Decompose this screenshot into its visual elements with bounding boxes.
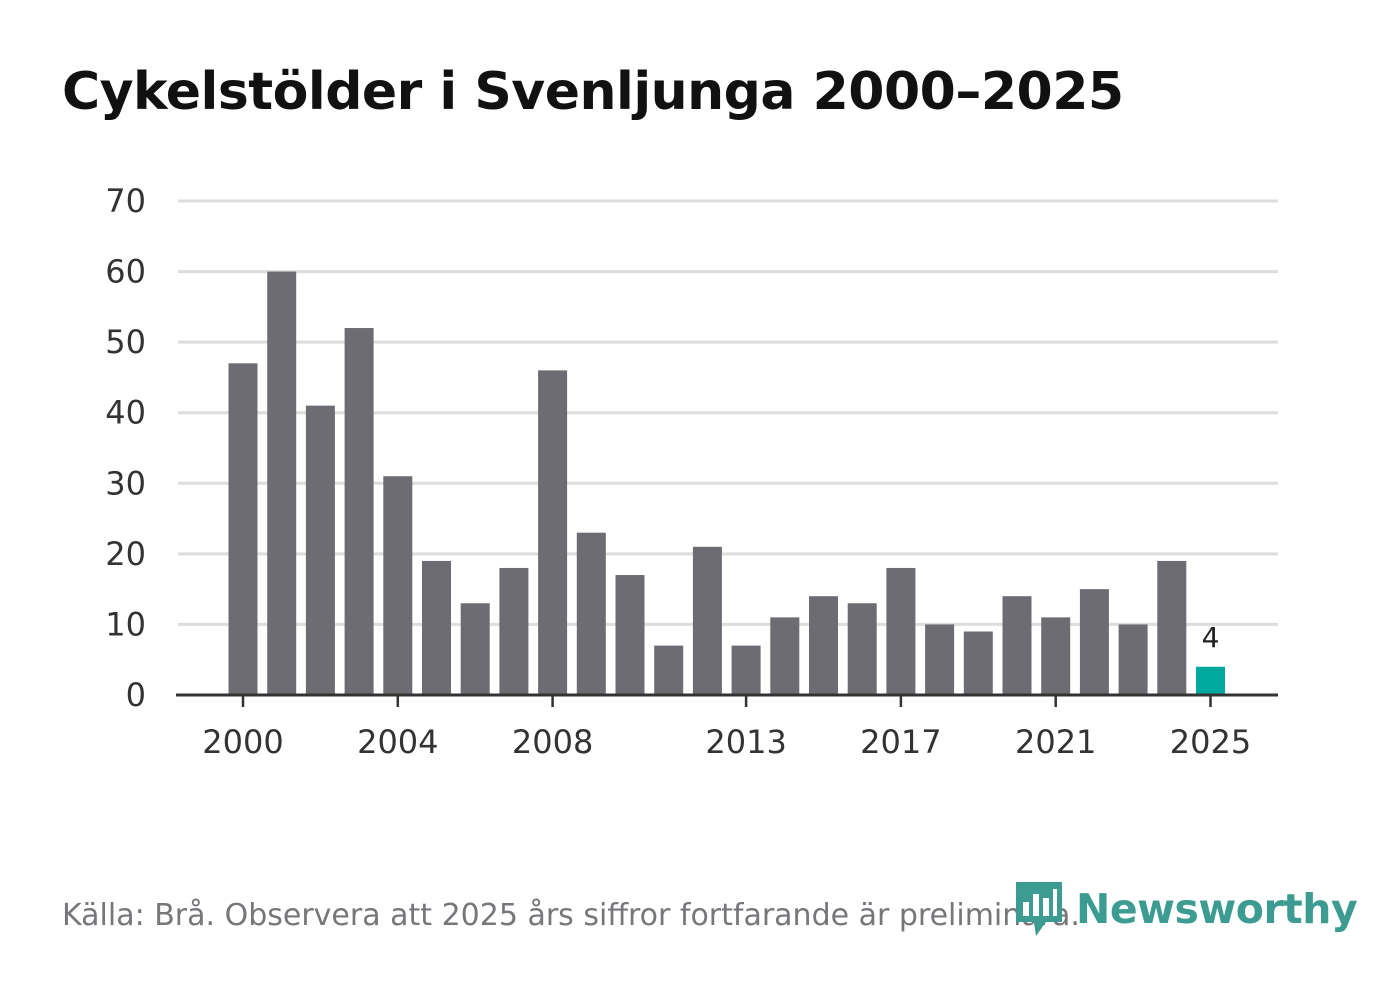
y-tick-label: 70 (105, 182, 146, 220)
y-tick-label: 40 (105, 394, 146, 432)
y-tick-label: 20 (105, 535, 146, 573)
bar-2023 (1118, 624, 1148, 695)
bar-2012 (692, 546, 722, 695)
source-note: Källa: Brå. Observera att 2025 års siffr… (62, 898, 1080, 933)
bar-2022 (1079, 589, 1109, 695)
bar-2010 (615, 575, 645, 695)
bar-2017 (886, 567, 916, 695)
bar-chart: 0 10 20 30 40 50 60 70 2000 2004 2008 2013 2017 2021… (105, 182, 1278, 761)
y-tick-label: 30 (105, 464, 146, 502)
brand-logo[interactable]: Newsworthy (1012, 878, 1358, 940)
bar-2008 (538, 370, 568, 695)
bar-2000 (228, 363, 258, 695)
x-tick-label: 2021 (1015, 723, 1096, 761)
bar-2005 (422, 560, 451, 695)
y-tick-label: 0 (126, 676, 146, 714)
bar-2015 (809, 596, 838, 695)
bar-2021 (1041, 617, 1071, 695)
bar-2006 (460, 603, 490, 695)
bars (228, 271, 1225, 695)
bar-2020 (1002, 596, 1032, 695)
bar-2025 (1196, 666, 1225, 695)
bar-2004 (383, 476, 413, 695)
y-axis-ticks: 0 10 20 30 40 50 60 70 (105, 182, 146, 714)
x-tick-label: 2000 (202, 723, 283, 761)
bar-2019 (963, 631, 993, 695)
x-tick-label: 2025 (1170, 723, 1251, 761)
x-axis-ticks: 2000 2004 2008 2013 2017 2021 2025 (202, 695, 1251, 761)
bar-2001 (267, 271, 297, 695)
newsworthy-logo-icon (1016, 882, 1062, 936)
x-tick-label: 2017 (860, 723, 941, 761)
bar-2018 (925, 624, 955, 695)
bar-2002 (305, 405, 335, 695)
bar-2016 (847, 603, 877, 695)
bar-2013 (731, 645, 761, 695)
chart-title: Cykelstölder i Svenljunga 2000–2025 (62, 62, 1124, 122)
y-tick-label: 10 (105, 605, 146, 643)
bar-2007 (499, 567, 529, 695)
bar-2014 (770, 617, 800, 695)
y-tick-label: 60 (105, 253, 146, 291)
x-tick-label: 2013 (705, 723, 786, 761)
brand-name: Newsworthy (1076, 885, 1358, 933)
data-label-2025: 4 (1202, 621, 1220, 654)
x-tick-label: 2004 (357, 723, 438, 761)
bar-2024 (1157, 560, 1187, 695)
bar-2009 (576, 532, 606, 695)
bar-2011 (654, 645, 684, 695)
grid-lines (178, 199, 1278, 626)
x-tick-label: 2008 (512, 723, 593, 761)
bar-2003 (344, 328, 374, 695)
data-labels: 4 (1202, 621, 1220, 654)
y-tick-label: 50 (105, 323, 146, 361)
